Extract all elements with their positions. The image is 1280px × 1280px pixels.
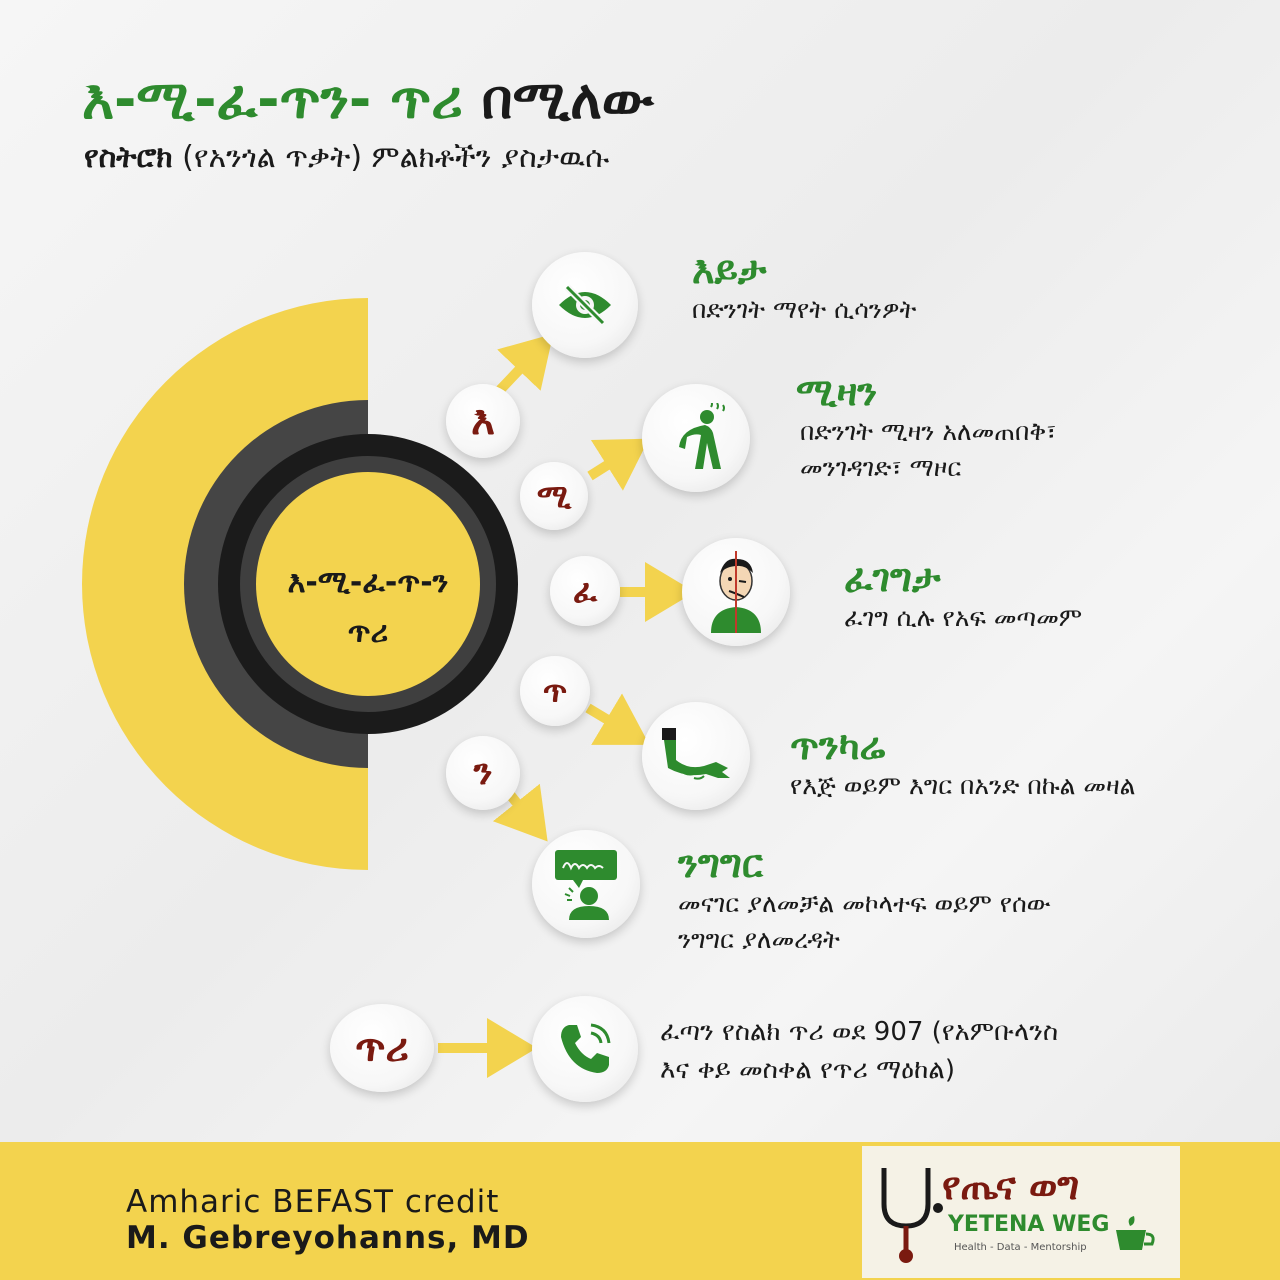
title-acronym: እ-ሚ-ፈ-ጥን- ጥሪ [82,68,463,131]
letter-circle-ti: ጥ [520,656,590,726]
arrow-ne [492,783,548,842]
logo-english: YETENA WEG [948,1212,1110,1237]
heading-speech: ንግግር [678,842,763,886]
befast-diagram [82,298,695,1078]
letter-circle-fe: ፈ [550,556,620,626]
heading-strength: ጥንካሬ [790,724,886,768]
page-title: እ-ሚ-ፈ-ጥን- ጥሪ በሚለው [82,68,654,133]
letter-call: ጥሪ [355,1025,409,1071]
desc-strength: የእጅ ወይም እግር በአንድ በኩል መዛል [790,768,1135,804]
phone-icon [532,996,638,1102]
desc-call-line1: ፈጣን የስልክ ጥሪ ወደ 907 (የአምቡላንስ [660,1017,1059,1047]
speech-difficulty-icon [532,830,640,938]
arrow-mi [587,438,650,491]
letter-circle-e: እ [446,384,520,458]
logo-tagline: Health - Data - Mentorship [954,1242,1087,1253]
desc-balance-line2: መንገዳገድ፣ ማዞር [800,453,962,483]
desc-call: ፈጣን የስልክ ጥሪ ወደ 907 (የአምቡላንስ እና ቀይ መስቀል የ… [660,1014,1058,1089]
tea-cup-icon [1116,1216,1155,1250]
center-call: ጥሪ [347,615,389,650]
title-suffix: በሚለው [481,68,654,131]
letter-circle-ne: ን [446,736,520,810]
face-droop-icon [682,538,790,646]
desc-face-line1: ፈገግ ሲሉ የአፍ መጣመም [844,603,1083,632]
letter-circle-call: ጥሪ [330,1004,434,1092]
footer-bar: Amharic BEFAST credit M. Gebreyohanns, M… [0,1142,1280,1280]
arrow-e [496,333,554,394]
letter-fe: ፈ [572,571,598,610]
desc-vision-line1: በድንገት ማየት ሲሳንዎት [692,295,917,324]
center-acronym: እ-ሚ-ፈ-ጥ-ን [287,565,449,600]
logo-amharic: የጤና ወግ [942,1164,1080,1208]
dizzy-person-icon [642,384,750,492]
heading-face: ፈገግታ [844,556,941,600]
desc-balance: በድንገት ሚዛን አለመጠበቅ፣ መንገዳገድ፣ ማዞር [800,414,1056,487]
letter-ti: ጥ [542,671,568,710]
desc-speech: መናገር ያለመቻል መኮላተፍ ወይም የሰው ንግግር ያለመረዳት [678,886,1051,959]
credit-line1: Amharic BEFAST credit [126,1184,500,1220]
page-subtitle: የስትሮክ (የአንጎል ጥቃት) ምልክቶችን ያስታዉሱ [84,140,609,175]
desc-speech-line2: ንግግር ያለመረዳት [678,925,840,955]
arrow-ti [585,693,650,745]
logo: የጤና ወግ YETENA WEG Health - Data - Mentor… [862,1146,1180,1278]
desc-strength-line1: የእጅ ወይም እግር በአንድ በኩል መዛል [790,771,1136,800]
letter-ne: ን [473,752,493,793]
desc-balance-line1: በድንገት ሚዛን አለመጠበቅ፣ [800,417,1057,446]
letter-circle-mi: ሚ [520,462,588,530]
desc-vision: በድንገት ማየት ሲሳንዎት [692,292,916,328]
letter-mi: ሚ [536,476,572,515]
desc-face: ፈገግ ሲሉ የአፍ መጣመም [844,600,1082,636]
stethoscope-icon [881,1168,943,1263]
subtitle-bold: የስትሮክ [84,140,173,175]
credit-line2: M. Gebreyohanns, MD [126,1220,530,1256]
weak-arm-icon [642,702,750,810]
heading-vision: እይታ [692,248,767,292]
letter-e: እ [471,398,495,444]
desc-call-line2: እና ቀይ መስቀል የጥሪ ማዕከል) [660,1054,955,1085]
center-yellow-circle [256,472,480,696]
subtitle-rest: (የአንጎል ጥቃት) ምልክቶችን ያስታዉሱ [182,140,610,175]
desc-speech-line1: መናገር ያለመቻል መኮላተፍ ወይም የሰው [678,889,1051,918]
heading-balance: ሚዛን [796,370,878,414]
eye-slash-icon [532,252,638,358]
